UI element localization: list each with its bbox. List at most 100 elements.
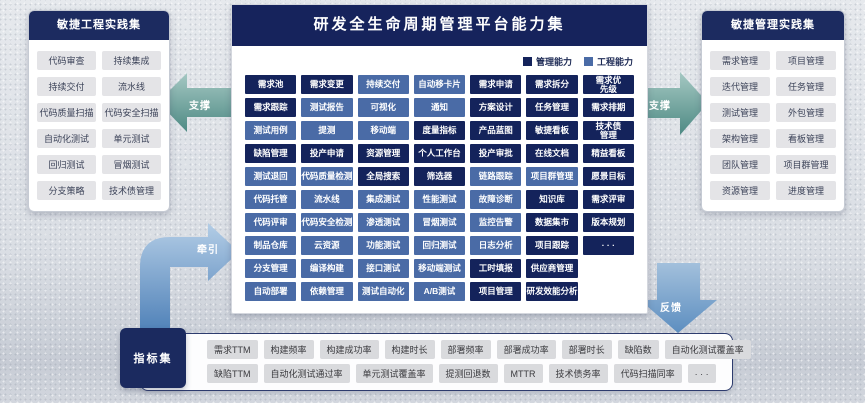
capability-cell: 功能测试 — [357, 236, 409, 255]
capability-cell: 数据集市 — [526, 213, 578, 232]
capability-row: 代码评审 代码安全检测 渗透测试 冒烟测试 监控告警 数据集市 版本规划 — [245, 213, 634, 232]
capability-cell: 集成测试 — [357, 190, 409, 209]
capability-cell: 缺陷管理 — [245, 144, 297, 163]
practice-chip: 流水线 — [102, 77, 161, 96]
capability-cell: 精益看板 — [582, 144, 634, 163]
capability-cell: 项目跟踪 — [526, 236, 578, 255]
legend-swatch — [583, 57, 593, 66]
capability-cell: 可视化 — [357, 98, 409, 117]
legend-label: 管理能力 — [535, 57, 572, 67]
capability-cell: 需求优先级 — [582, 75, 634, 94]
capability-row: 需求池 需求变更 持续交付 自动移卡片 需求申请 需求拆分 需求优先级 — [245, 75, 634, 94]
capability-cell: 代码托管 — [245, 190, 297, 209]
capability-cell: 产品蓝图 — [470, 121, 522, 140]
capability-cell: 度量指标 — [413, 121, 466, 140]
metrics-set-title: 指标集 — [120, 328, 186, 388]
metric-chip: 缺陷TTM — [207, 364, 258, 383]
capability-cell: 测试用例 — [245, 121, 297, 140]
capability-cell: 技术债管理 — [582, 121, 634, 140]
capability-cell: 需求申请 — [470, 75, 522, 94]
metric-chip: 单元测试覆盖率 — [355, 364, 433, 383]
practice-chip: 代码质量扫描 — [37, 103, 96, 122]
practice-chip: 自动化测试 — [37, 129, 96, 148]
metric-chip: 构建成功率 — [319, 340, 379, 359]
agile-engineering-practices-panel: 敏捷工程实践集 代码审查 持续集成 持续交付 流水线 代码质量扫描 代码安全扫描 自动化测试… — [28, 10, 170, 212]
capability-cell: 版本规划 — [582, 213, 634, 232]
capability-cell: 筛选器 — [413, 167, 466, 186]
capability-cell: 持续交付 — [357, 75, 409, 94]
left-panel-items: 代码审查 持续集成 持续交付 流水线 代码质量扫描 代码安全扫描 自动化测试 单元测试 回归测试… — [29, 40, 169, 211]
metric-chip: 提测回退数 — [438, 364, 498, 383]
metric-chip: 部署成功率 — [496, 340, 556, 359]
capability-cell: 敏捷看板 — [526, 121, 578, 140]
practice-chip: 项目管理 — [776, 51, 836, 70]
capability-cell: 代码安全检测 — [301, 213, 353, 232]
capability-cell: 日志分析 — [470, 236, 522, 255]
capability-cell: 工时填报 — [470, 259, 522, 278]
capability-cell: 移动端 — [357, 121, 409, 140]
capability-cell: 测试自动化 — [357, 282, 409, 301]
capability-grid: 需求池 需求变更 持续交付 自动移卡片 需求申请 需求拆分 需求优先级 需求跟踪 测试报告 可视化… — [245, 75, 634, 305]
metric-chip: 构建频率 — [263, 340, 314, 359]
legend-item: 管理能力 — [522, 55, 572, 68]
capability-cell: 投产审批 — [470, 144, 522, 163]
capability-cell: 故障诊断 — [470, 190, 522, 209]
capability-cell: 依赖管理 — [301, 282, 353, 301]
metric-chip: 代码扫描同率 — [613, 364, 682, 383]
practice-chip: 看板管理 — [776, 129, 836, 148]
capability-cell: 知识库 — [526, 190, 578, 209]
practice-chip: 持续交付 — [37, 77, 96, 96]
metrics-row-1: 需求TTM 构建频率 构建成功率 构建时长 部署频率 部署成功率 部署时长 缺陷数 自动化测试覆… — [207, 340, 751, 359]
practice-chip: 进度管理 — [776, 181, 836, 200]
capability-cell: 测试退回 — [245, 167, 297, 186]
capability-row: 制品仓库 云资源 功能测试 回归测试 日志分析 项目跟踪 · · · — [245, 236, 634, 255]
capability-cell: 通知 — [413, 98, 466, 117]
metric-chip: 部署频率 — [440, 340, 491, 359]
capability-cell: 代码质量检测 — [301, 167, 353, 186]
metric-chip: 缺陷数 — [617, 340, 659, 359]
feedback-label: 反馈 — [660, 303, 682, 314]
capability-cell: 分支管理 — [245, 259, 297, 278]
metrics-row-2: 缺陷TTM 自动化测试通过率 单元测试覆盖率 提测回退数 MTTR 技术债务率 代码扫描同率… — [207, 364, 724, 383]
capability-row: 自动部署 依赖管理 测试自动化 A/B测试 项目管理 研发效能分析 — [245, 282, 634, 301]
capability-cell: · · · — [582, 236, 634, 255]
capability-cell: 需求池 — [245, 75, 297, 94]
capability-cell: 资源管理 — [357, 144, 409, 163]
capability-cell: 项目管理 — [470, 282, 522, 301]
capability-cell: 需求跟踪 — [245, 98, 297, 117]
capability-cell: 愿景目标 — [582, 167, 634, 186]
capability-cell: 方案设计 — [470, 98, 522, 117]
right-panel-title: 敏捷管理实践集 — [702, 11, 844, 40]
practice-chip: 持续集成 — [102, 51, 161, 70]
metric-chip: · · · — [687, 364, 716, 383]
page-title: 研发全生命周期管理平台能力集 — [232, 5, 647, 46]
practice-chip: 需求管理 — [710, 51, 770, 70]
capability-cell: 提测 — [301, 121, 353, 140]
support-right-label: 支撑 — [649, 101, 671, 112]
practice-chip: 冒烟测试 — [102, 155, 161, 174]
metric-chip: 构建时长 — [384, 340, 435, 359]
capability-row: 分支管理 编译构建 接口测试 移动端测试 工时填报 供应商管理 — [245, 259, 634, 278]
capability-row: 代码托管 流水线 集成测试 性能测试 故障诊断 知识库 需求评审 — [245, 190, 634, 209]
capability-row: 缺陷管理 投产申请 资源管理 个人工作台 投产审批 在线文档 精益看板 — [245, 144, 634, 163]
pull-label: 牵引 — [197, 245, 219, 256]
metric-chip: MTTR — [503, 364, 543, 383]
practice-chip: 任务管理 — [776, 77, 836, 96]
practice-chip: 项目群管理 — [776, 155, 836, 174]
capability-cell: 测试报告 — [301, 98, 353, 117]
practice-chip: 迭代管理 — [710, 77, 770, 96]
metric-chip: 技术债务率 — [548, 364, 608, 383]
practice-chip: 测试管理 — [710, 103, 770, 122]
capability-cell: 个人工作台 — [413, 144, 466, 163]
practice-chip: 代码安全扫描 — [102, 103, 161, 122]
support-left-label: 支撑 — [189, 101, 211, 112]
capability-row: 测试退回 代码质量检测 全局搜索 筛选器 链路跟踪 项目群管理 愿景目标 — [245, 167, 634, 186]
capability-cell: 投产申请 — [301, 144, 353, 163]
capability-cell: 项目群管理 — [526, 167, 578, 186]
capability-cell: 回归测试 — [413, 236, 466, 255]
right-panel-items: 需求管理 项目管理 迭代管理 任务管理 测试管理 外包管理 架构管理 看板管理 团队管理 项目群管… — [702, 40, 844, 211]
capability-cell: 接口测试 — [357, 259, 409, 278]
metric-chip: 需求TTM — [207, 340, 258, 359]
metric-chip: 自动化测试通过率 — [263, 364, 350, 383]
practice-chip: 技术债管理 — [102, 181, 161, 200]
